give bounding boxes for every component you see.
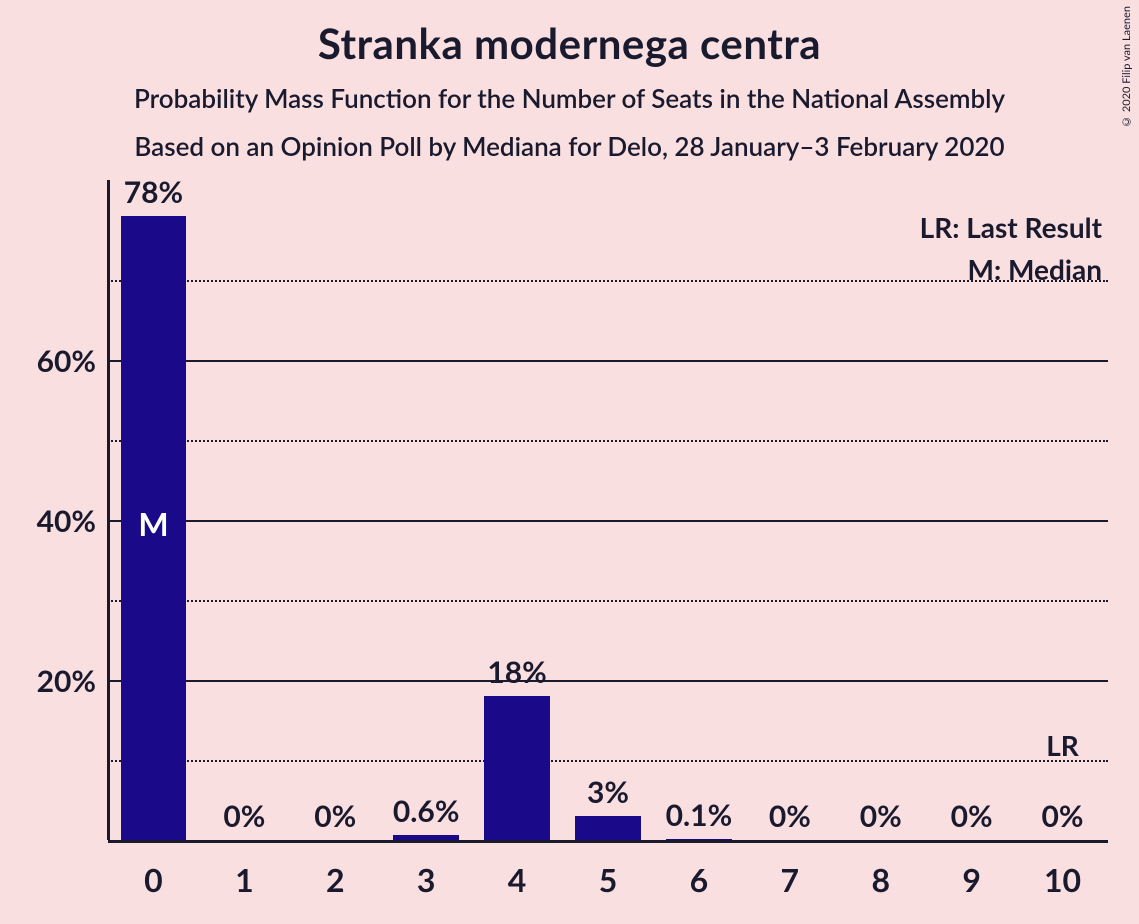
x-axis-tick-label: 5 bbox=[563, 860, 654, 899]
chart-subtitle-1: Probability Mass Function for the Number… bbox=[0, 82, 1139, 114]
bar-value-label: 0% bbox=[926, 798, 1017, 834]
bar bbox=[393, 835, 458, 840]
gridline-minor bbox=[108, 600, 1108, 602]
x-axis-tick-label: 6 bbox=[653, 860, 744, 899]
x-axis-tick-label: 1 bbox=[199, 860, 290, 899]
gridline-minor bbox=[108, 280, 1108, 282]
bar bbox=[666, 839, 731, 840]
x-axis-tick-label: 7 bbox=[744, 860, 835, 899]
gridline-major bbox=[108, 680, 1108, 682]
last-result-marker: LR bbox=[1017, 728, 1108, 762]
x-axis-tick-label: 2 bbox=[290, 860, 381, 899]
x-axis-tick-label: 10 bbox=[1017, 860, 1108, 899]
bar bbox=[575, 816, 640, 840]
y-axis-tick-label: 20% bbox=[6, 663, 96, 699]
chart-plot-area: 78%0%0%0.6%18%3%0.1%0%0%0%0%MLRLR: Last … bbox=[108, 200, 1108, 840]
bar-value-label: 0.1% bbox=[653, 797, 744, 833]
bar-value-label: 0% bbox=[199, 798, 290, 834]
x-axis-tick-label: 8 bbox=[835, 860, 926, 899]
copyright-text: © 2020 Filip van Laenen bbox=[1120, 6, 1133, 128]
x-axis-tick-label: 4 bbox=[472, 860, 563, 899]
x-axis-tick-label: 0 bbox=[108, 860, 199, 899]
legend-median: M: Median bbox=[968, 252, 1102, 286]
bar-value-label: 0% bbox=[1017, 798, 1108, 834]
gridline-major bbox=[108, 520, 1108, 522]
gridline-minor bbox=[108, 760, 1108, 762]
median-marker: M bbox=[121, 504, 186, 543]
x-axis-line bbox=[108, 840, 1108, 843]
gridline-major bbox=[108, 360, 1108, 362]
bar-value-label: 0.6% bbox=[381, 793, 472, 829]
bar-value-label: 18% bbox=[472, 654, 563, 690]
bar-value-label: 3% bbox=[563, 774, 654, 810]
legend-last-result: LR: Last Result bbox=[920, 210, 1102, 244]
chart-subtitle-2: Based on an Opinion Poll by Mediana for … bbox=[0, 130, 1139, 162]
bar bbox=[484, 696, 549, 840]
gridline-minor bbox=[108, 440, 1108, 442]
bar-value-label: 0% bbox=[290, 798, 381, 834]
x-axis-tick-label: 3 bbox=[381, 860, 472, 899]
x-axis-tick-label: 9 bbox=[926, 860, 1017, 899]
bar-value-label: 0% bbox=[744, 798, 835, 834]
chart-title: Stranka modernega centra bbox=[0, 0, 1139, 68]
bar-value-label: 0% bbox=[835, 798, 926, 834]
bar-value-label: 78% bbox=[108, 174, 199, 210]
y-axis-line bbox=[107, 180, 110, 840]
y-axis-tick-label: 40% bbox=[6, 503, 96, 539]
y-axis-tick-label: 60% bbox=[6, 343, 96, 379]
